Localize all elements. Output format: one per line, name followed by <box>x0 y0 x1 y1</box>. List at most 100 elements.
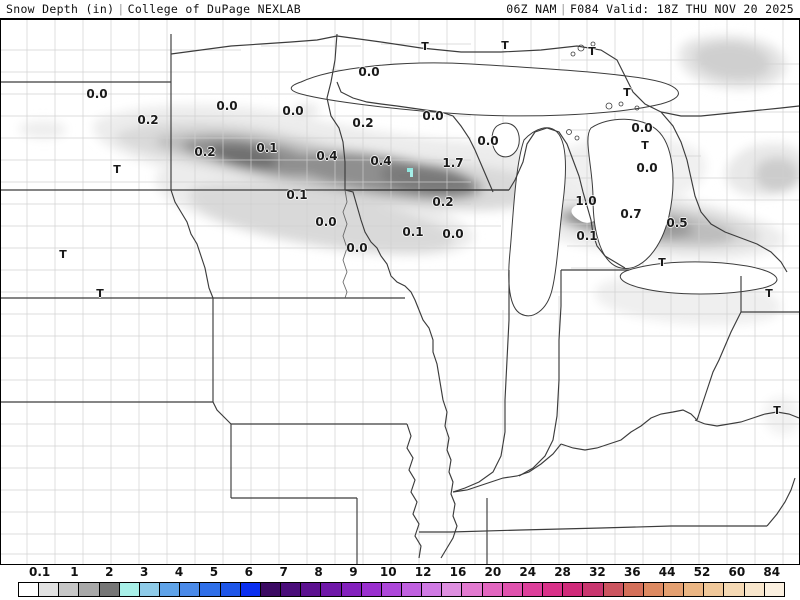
colorbar-tick-label: 1 <box>70 565 79 579</box>
trace-label: T <box>623 86 631 99</box>
colorbar-swatch[interactable] <box>240 583 261 596</box>
trace-label: T <box>96 287 104 300</box>
colorbar-tick-label: 24 <box>519 565 537 579</box>
colorbar-swatch[interactable] <box>422 583 443 596</box>
header-bar: Snow Depth (in) | College of DuPage NEXLAB… <box>0 0 800 19</box>
trace-label: T <box>421 40 429 53</box>
colorbar-swatch[interactable] <box>502 583 523 596</box>
snow-depth-value-label: 0.1 <box>402 225 424 239</box>
trace-label: T <box>658 256 666 269</box>
colorbar-swatch[interactable] <box>704 583 725 596</box>
colorbar-swatch[interactable] <box>583 583 604 596</box>
colorbar-tick-label: 32 <box>589 565 606 579</box>
colorbar-swatches[interactable] <box>18 582 785 597</box>
snow-depth-value-label: 0.0 <box>315 215 337 229</box>
colorbar-tick-label: 2 <box>105 565 114 579</box>
colorbar-swatch[interactable] <box>401 583 423 596</box>
trace-label: T <box>588 45 596 58</box>
colorbar-tick-label: 16 <box>449 565 467 579</box>
forecast-hour-label: F084 <box>570 2 599 16</box>
map-canvas[interactable]: 0.0 0.2 0.0 0.0 0.0 0.2 0.1 0.4 0.2 0.4 1.7 0.0 0.0 0… <box>1 20 799 564</box>
colorbar-swatch[interactable] <box>764 583 784 596</box>
valid-time-label: Valid: 18Z THU NOV 20 2025 <box>606 2 794 16</box>
colorbar-tick-label: 12 <box>414 565 432 579</box>
colorbar-swatch[interactable] <box>623 583 644 596</box>
colorbar-tick-label: 10 <box>379 565 397 579</box>
colorbar-swatch[interactable] <box>301 583 322 596</box>
colorbar-swatch[interactable] <box>119 583 140 596</box>
colorbar-swatch[interactable] <box>19 583 40 596</box>
state-boundaries <box>1 33 799 564</box>
map-geography-svg <box>1 20 799 564</box>
trace-label: T <box>765 287 773 300</box>
trace-label: T <box>113 163 121 176</box>
snow-depth-value-label: 0.5 <box>666 216 688 230</box>
colorbar-tick-label: 84 <box>763 565 781 579</box>
colorbar-swatch[interactable] <box>59 583 80 596</box>
colorbar-swatch[interactable] <box>563 583 584 596</box>
colorbar-region: 0.1 1 2 3 4 5 6 7 8 9 10 12 16 20 24 28 32 36 44 52 60 84 <box>0 565 800 600</box>
snow-depth-value-label: 0.0 <box>216 99 238 113</box>
colorbar-swatch[interactable] <box>200 583 221 596</box>
map-frame[interactable]: 0.0 0.2 0.0 0.0 0.0 0.2 0.1 0.4 0.2 0.4 1.7 0.0 0.0 0… <box>0 19 800 565</box>
snow-depth-value-label: 0.0 <box>636 161 658 175</box>
data-source-label: College of DuPage NEXLAB <box>127 2 301 16</box>
colorbar-swatch[interactable] <box>522 583 544 596</box>
colorbar-swatch[interactable] <box>160 583 181 596</box>
colorbar-swatch[interactable] <box>462 583 483 596</box>
header-separator-right: | <box>559 2 568 16</box>
header-right-group: 06Z NAM | F084 Valid: 18Z THU NOV 20 2025 <box>506 2 794 16</box>
model-run-label: 06Z NAM <box>506 2 557 16</box>
colorbar-swatch[interactable] <box>442 583 463 596</box>
colorbar-swatch[interactable] <box>260 583 282 596</box>
colorbar-swatch[interactable] <box>139 583 161 596</box>
snow-depth-value-label: 0.1 <box>576 229 598 243</box>
colorbar-swatch[interactable] <box>744 583 765 596</box>
colorbar-tick-labels: 0.1 1 2 3 4 5 6 7 8 9 10 12 16 20 24 28 32 36 44 52 60 84 <box>0 565 800 581</box>
snow-depth-value-label: 1.0 <box>575 194 597 208</box>
colorbar-tick-label: 36 <box>623 565 641 579</box>
trace-label: T <box>59 248 67 261</box>
colorbar-swatch[interactable] <box>39 583 60 596</box>
snow-depth-value-label: 0.4 <box>316 149 338 163</box>
header-separator-left: | <box>117 2 125 16</box>
colorbar-swatch[interactable] <box>220 583 241 596</box>
snow-depth-value-label: 0.0 <box>346 241 368 255</box>
colorbar-swatch[interactable] <box>381 583 402 596</box>
snow-depth-value-label: 0.4 <box>370 154 392 168</box>
colorbar-swatch[interactable] <box>603 583 624 596</box>
snow-depth-value-label: 0.0 <box>358 65 380 79</box>
colorbar-swatch[interactable] <box>724 583 745 596</box>
trace-label: T <box>641 139 649 152</box>
colorbar-swatch[interactable] <box>361 583 382 596</box>
snow-depth-value-label: 0.0 <box>442 227 464 241</box>
colorbar-swatch[interactable] <box>321 583 342 596</box>
snow-depth-value-label: 0.1 <box>286 188 308 202</box>
snow-depth-value-label: 0.2 <box>137 113 159 127</box>
snow-max-pixel <box>407 168 413 177</box>
colorbar-swatch[interactable] <box>341 583 362 596</box>
colorbar-swatch[interactable] <box>543 583 564 596</box>
colorbar-tick-label: 5 <box>209 565 219 579</box>
colorbar-tick-label: 44 <box>658 565 676 579</box>
colorbar-swatch[interactable] <box>482 583 503 596</box>
snow-depth-value-label: 0.0 <box>86 87 108 101</box>
colorbar-swatch[interactable] <box>281 583 302 596</box>
colorbar-swatch[interactable] <box>664 583 685 596</box>
colorbar-tick-label: 3 <box>140 565 149 579</box>
colorbar-swatch[interactable] <box>99 583 120 596</box>
colorbar-swatch[interactable] <box>79 583 100 596</box>
trace-label: T <box>773 404 781 417</box>
colorbar-tick-label: 6 <box>244 565 253 579</box>
colorbar-tick-label: 0.1 <box>28 565 51 579</box>
colorbar-tick-label: 4 <box>174 565 184 579</box>
colorbar-swatch[interactable] <box>180 583 201 596</box>
colorbar-tick-label: 28 <box>554 565 571 579</box>
colorbar-swatch[interactable] <box>643 583 664 596</box>
snow-depth-value-label: 0.2 <box>194 145 216 159</box>
colorbar-tick-label: 52 <box>693 565 711 579</box>
colorbar-swatch[interactable] <box>684 583 705 596</box>
colorbar-tick-label: 8 <box>314 565 323 579</box>
page-title: Snow Depth (in) <box>6 2 115 16</box>
